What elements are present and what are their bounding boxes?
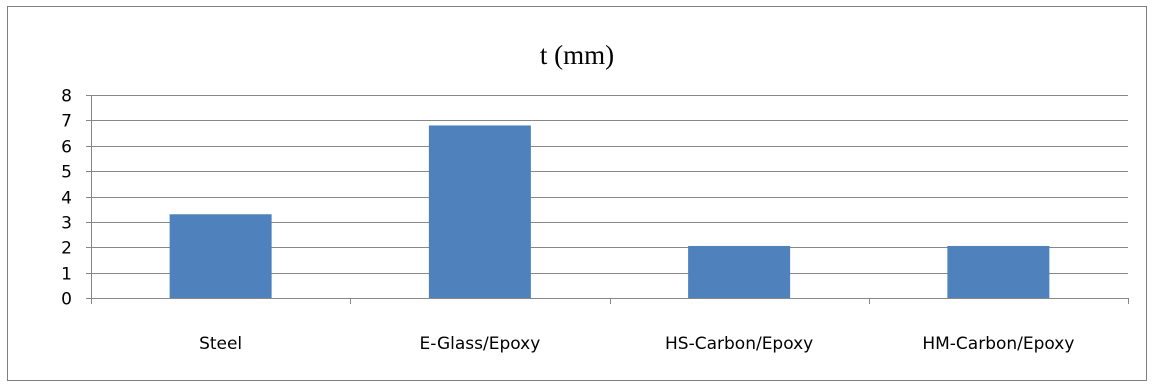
y-tick-label: 3 <box>61 214 72 234</box>
y-tick-label: 4 <box>61 189 72 209</box>
bar-hs-carbon-epoxy <box>688 245 791 298</box>
x-category-labels: Steel E-Glass/Epoxy HS-Carbon/Epoxy HM-Carb… <box>199 334 1074 354</box>
y-tick-label: 7 <box>61 112 72 132</box>
chart-title: t (mm) <box>540 40 614 70</box>
x-category-label: Steel <box>199 334 242 354</box>
chart-frame <box>7 6 1147 381</box>
y-tick-label: 0 <box>61 290 72 310</box>
bar-hm-carbon-epoxy <box>947 245 1050 298</box>
bars <box>169 125 1050 298</box>
y-tick-label: 8 <box>61 87 72 107</box>
y-tick-label: 5 <box>61 163 72 183</box>
y-tick-labels: 0 1 2 3 4 5 6 7 8 <box>61 87 72 310</box>
x-category-label: E-Glass/Epoxy <box>419 334 540 354</box>
y-tick-label: 1 <box>61 265 72 285</box>
x-category-label: HM-Carbon/Epoxy <box>922 334 1074 354</box>
bar-steel <box>169 214 272 298</box>
y-tick-label: 2 <box>61 239 72 259</box>
y-tick-label: 6 <box>61 138 72 158</box>
axes <box>86 95 1129 304</box>
x-category-label: HS-Carbon/Epoxy <box>665 334 813 354</box>
bar-e-glass-epoxy <box>428 125 531 298</box>
